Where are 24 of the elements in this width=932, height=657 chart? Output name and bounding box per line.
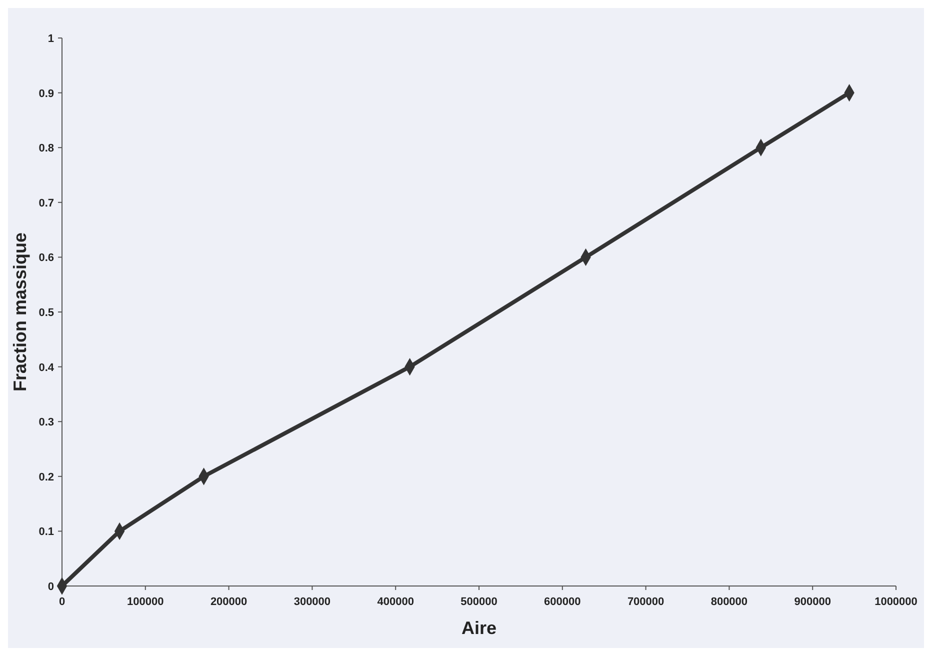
x-tick-label: 800000	[710, 596, 748, 608]
y-tick-label: 0.5	[38, 307, 54, 319]
y-tick-label: 0.9	[38, 88, 54, 100]
x-tick-label: 400000	[377, 596, 414, 608]
x-axis-title: Aire	[461, 618, 497, 638]
x-tick-label: 200000	[210, 596, 248, 608]
y-tick-label: 0.6	[38, 252, 54, 264]
x-tick-label: 700000	[627, 596, 664, 608]
y-tick-label: 1	[48, 33, 54, 45]
y-tick-label: 0.2	[38, 471, 54, 484]
x-tick-label: 500000	[460, 596, 498, 608]
y-axis-title: Fraction massique	[10, 232, 30, 392]
y-tick-label: 0.1	[38, 526, 54, 538]
x-tick-label: 900000	[794, 596, 831, 608]
x-tick-label: 600000	[544, 596, 581, 608]
x-tick-label: 0	[58, 596, 66, 608]
y-tick-label: 0	[48, 581, 54, 593]
y-tick-label: 0.8	[38, 142, 54, 155]
y-tick-label: 0.4	[38, 362, 55, 374]
x-tick-label: 1000000	[874, 596, 918, 608]
y-tick-label: 0.7	[38, 197, 54, 210]
x-tick-label: 100000	[127, 596, 164, 608]
y-tick-label: 0.3	[38, 416, 54, 429]
x-tick-label: 300000	[294, 596, 331, 608]
